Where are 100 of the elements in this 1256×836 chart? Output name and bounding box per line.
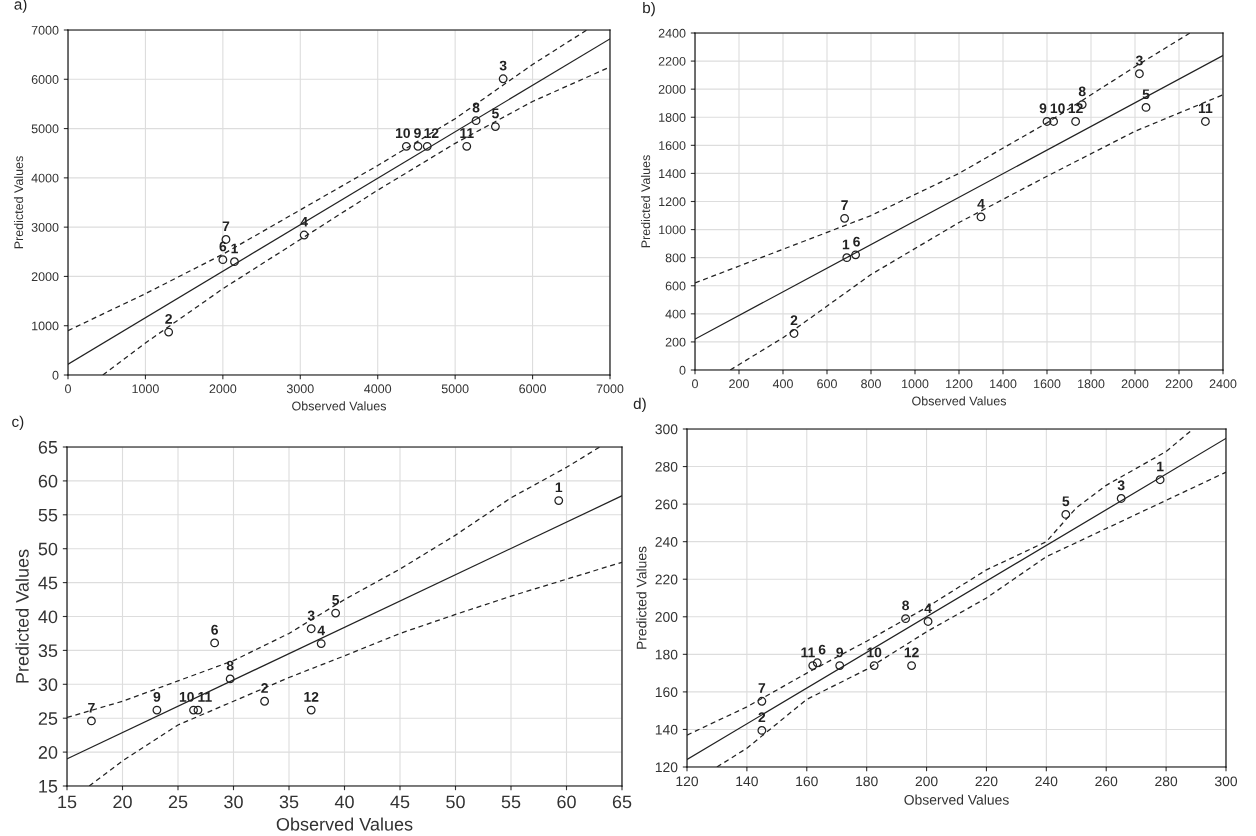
annotation: 11 bbox=[460, 128, 474, 138]
x-tick-label: 25 bbox=[168, 795, 188, 809]
x-tick-label: 0 bbox=[692, 379, 698, 389]
annotation: 7 bbox=[758, 683, 766, 693]
y-tick-label: 25 bbox=[38, 712, 58, 725]
annotation: 7 bbox=[841, 200, 848, 210]
annotation: 12 bbox=[1068, 103, 1083, 114]
x-tick-label: 3000 bbox=[286, 384, 314, 394]
y-tick-label: 1000 bbox=[659, 225, 686, 235]
annotation: 11 bbox=[801, 647, 815, 658]
x-axis-title: Observed Values bbox=[292, 401, 387, 411]
y-tick-label: 55 bbox=[38, 508, 58, 522]
x-tick-label: 600 bbox=[817, 379, 837, 389]
y-tick-label: 1600 bbox=[659, 141, 686, 150]
y-tick-label: 2000 bbox=[658, 84, 686, 94]
y-tick-label: 2200 bbox=[658, 56, 686, 66]
x-tick-label: 20 bbox=[113, 795, 132, 809]
annotation: 8 bbox=[902, 600, 910, 611]
y-tick-label: 260 bbox=[655, 499, 678, 510]
x-tick-label: 1000 bbox=[902, 379, 929, 389]
annotation: 1 bbox=[555, 482, 563, 493]
x-tick-label: 240 bbox=[1035, 776, 1058, 787]
x-tick-label: 800 bbox=[861, 379, 881, 389]
annotation: 6 bbox=[818, 644, 826, 655]
y-tick-label: 65 bbox=[38, 440, 58, 454]
x-tick-label: 4000 bbox=[364, 384, 392, 394]
x-tick-label: 1000 bbox=[132, 384, 159, 394]
annotation: 12 bbox=[424, 128, 439, 138]
x-tick-label: 50 bbox=[446, 795, 465, 809]
x-tick-label: 220 bbox=[975, 776, 998, 787]
x-tick-label: 5000 bbox=[441, 384, 469, 394]
annotation: 8 bbox=[472, 102, 480, 113]
x-tick-label: 260 bbox=[1095, 776, 1118, 787]
x-tick-label: 1600 bbox=[1034, 379, 1061, 389]
annotation: 3 bbox=[499, 60, 507, 71]
annotation: 8 bbox=[1078, 86, 1086, 97]
annotation: 10 bbox=[395, 128, 410, 139]
y-tick-label: 0 bbox=[679, 365, 686, 375]
x-tick-label: 300 bbox=[1214, 776, 1238, 787]
x-tick-label: 2000 bbox=[209, 384, 237, 394]
y-tick-label: 600 bbox=[665, 281, 686, 291]
x-tick-label: 400 bbox=[772, 379, 793, 389]
annotation: 3 bbox=[1117, 480, 1125, 491]
annotation: 7 bbox=[88, 702, 95, 713]
x-tick-label: 65 bbox=[612, 795, 632, 809]
x-tick-label: 120 bbox=[676, 776, 699, 787]
x-tick-label: 7000 bbox=[596, 384, 624, 394]
x-tick-label: 45 bbox=[390, 795, 410, 809]
x-axis-title: Observed Values bbox=[904, 794, 1009, 805]
annotation: 1 bbox=[842, 239, 850, 250]
x-tick-label: 6000 bbox=[519, 384, 546, 394]
y-tick-label: 180 bbox=[655, 649, 678, 660]
annotation: 2 bbox=[261, 683, 268, 693]
annotation: 4 bbox=[977, 198, 985, 209]
y-axis-title: Predicted Values bbox=[640, 155, 651, 248]
y-tick-label: 30 bbox=[38, 678, 58, 692]
annotation: 2 bbox=[790, 315, 798, 326]
y-tick-label: 160 bbox=[655, 687, 678, 698]
x-tick-label: 55 bbox=[501, 795, 521, 809]
y-tick-label: 1000 bbox=[32, 321, 59, 331]
y-tick-label: 60 bbox=[38, 474, 58, 488]
y-axis-title: Predicted Values bbox=[636, 546, 647, 649]
y-axis-title: Predicted Values bbox=[13, 156, 24, 249]
annotation: 10 bbox=[867, 647, 882, 658]
x-tick-label: 60 bbox=[557, 795, 576, 809]
annotation: 7 bbox=[222, 221, 230, 232]
y-tick-label: 3000 bbox=[31, 222, 59, 232]
x-tick-label: 280 bbox=[1155, 776, 1178, 787]
y-tick-label: 6000 bbox=[31, 75, 59, 84]
y-tick-label: 200 bbox=[655, 612, 678, 622]
x-tick-label: 2000 bbox=[1121, 379, 1149, 389]
x-axis-title: Observed Values bbox=[912, 396, 1007, 406]
annotation: 4 bbox=[317, 625, 325, 636]
x-tick-label: 200 bbox=[729, 379, 749, 389]
annotation: 9 bbox=[836, 647, 844, 658]
annotation: 10 bbox=[179, 691, 194, 702]
annotation: 10 bbox=[1050, 103, 1065, 114]
annotation: 2 bbox=[165, 313, 172, 324]
y-tick-label: 20 bbox=[38, 746, 58, 759]
x-tick-label: 40 bbox=[334, 795, 354, 809]
x-tick-label: 30 bbox=[224, 795, 243, 809]
y-tick-label: 0 bbox=[52, 370, 59, 380]
y-tick-label: 200 bbox=[665, 337, 686, 347]
annotation: 8 bbox=[226, 660, 234, 671]
annotation: 3 bbox=[307, 610, 315, 621]
annotation: 4 bbox=[924, 603, 932, 614]
annotation: 1 bbox=[1157, 461, 1164, 472]
annotation: 11 bbox=[198, 692, 212, 702]
x-tick-label: 160 bbox=[796, 776, 818, 787]
y-tick-label: 35 bbox=[38, 644, 58, 658]
annotation: 9 bbox=[1039, 103, 1047, 114]
annotation: 12 bbox=[904, 647, 919, 658]
y-tick-label: 240 bbox=[655, 537, 678, 547]
y-tick-label: 120 bbox=[655, 762, 678, 773]
y-tick-label: 5000 bbox=[31, 124, 59, 134]
y-tick-label: 1200 bbox=[659, 197, 686, 207]
x-tick-label: 180 bbox=[856, 776, 878, 787]
x-tick-label: 2400 bbox=[1209, 379, 1237, 389]
annotation: 9 bbox=[153, 691, 161, 702]
y-tick-label: 1400 bbox=[659, 169, 686, 179]
